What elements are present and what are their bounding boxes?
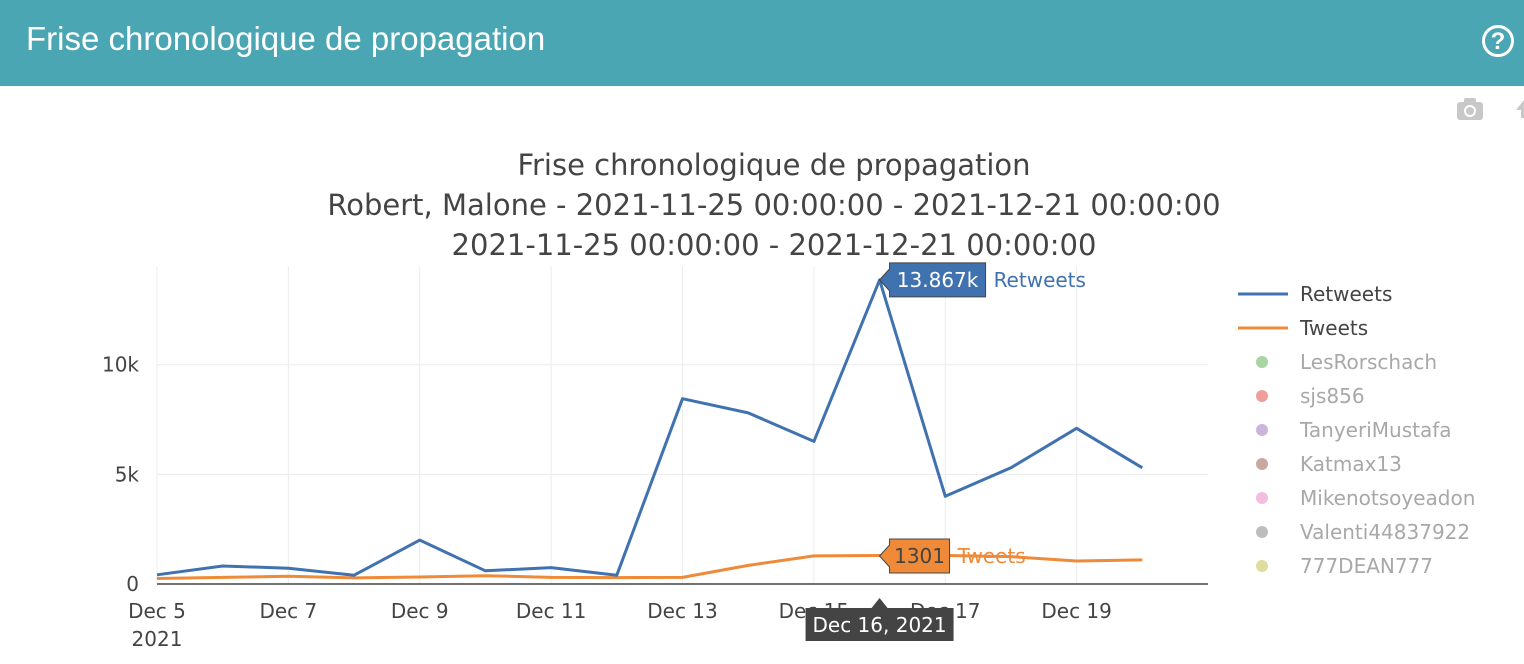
chart-legend[interactable]: Retweets Tweets LesRorschach sjs856 TanyeriM… <box>1238 282 1475 578</box>
camera-icon[interactable] <box>1456 97 1484 121</box>
x-tick-year: 2021 <box>132 627 183 651</box>
legend-label: Katmax13 <box>1300 452 1402 476</box>
chart-grid <box>156 266 1208 585</box>
series-line-retweets <box>156 278 1144 577</box>
legend-dot-swatch <box>1256 424 1268 436</box>
legend-label: Retweets <box>1300 282 1392 306</box>
legend-dot-swatch <box>1256 458 1268 470</box>
hover-tooltip: 13.867k Retweets 1301 Tweets Dec 16, 2021 <box>805 262 1086 641</box>
legend-label: Tweets <box>1299 316 1368 340</box>
legend-label: LesRorschach <box>1300 350 1437 374</box>
hover-series-name: Tweets <box>957 544 1026 568</box>
legend-label: TanyeriMustafa <box>1299 418 1452 442</box>
y-tick-label: 5k <box>115 462 140 486</box>
x-tick-label: Dec 5 <box>128 599 186 623</box>
x-tick-label: Dec 13 <box>647 599 718 623</box>
y-tick-label: 10k <box>102 353 139 377</box>
chart-series <box>156 278 1144 580</box>
hover-x-label: Dec 16, 2021 <box>813 613 947 637</box>
legend-label: Valenti44837922 <box>1300 520 1470 544</box>
toolbar-more-icon[interactable] <box>1512 98 1524 120</box>
y-tick-label: 0 <box>126 572 139 596</box>
chart-title-line: Robert, Malone - 2021-11-25 00:00:00 - 2… <box>327 188 1220 222</box>
legend-dot-swatch <box>1256 492 1268 504</box>
help-icon[interactable]: ? <box>1482 25 1514 57</box>
x-tick-label: Dec 11 <box>516 599 587 623</box>
legend-label: sjs856 <box>1300 384 1365 408</box>
chart-title-line: 2021-11-25 00:00:00 - 2021-12-21 00:00:0… <box>452 228 1097 262</box>
legend-dot-swatch <box>1256 390 1268 402</box>
legend-item[interactable]: TanyeriMustafa <box>1256 418 1452 442</box>
legend-label: Mikenotsoyeadon <box>1300 486 1475 510</box>
legend-item[interactable]: 777DEAN777 <box>1256 554 1433 578</box>
chart-title: Frise chronologique de propagation Robert… <box>327 148 1220 262</box>
legend-item[interactable]: LesRorschach <box>1256 350 1437 374</box>
legend-label: 777DEAN777 <box>1300 554 1433 578</box>
hover-value: 1301 <box>894 544 945 568</box>
hover-series-name: Retweets <box>994 268 1086 292</box>
chart-title-line: Frise chronologique de propagation <box>517 148 1030 182</box>
legend-item[interactable]: Valenti44837922 <box>1256 520 1470 544</box>
hover-label-box <box>878 538 951 574</box>
legend-dot-swatch <box>1256 526 1268 538</box>
y-axis: 0 5k 10k <box>102 353 139 596</box>
legend-item[interactable]: Retweets <box>1238 282 1392 306</box>
legend-item[interactable]: Katmax13 <box>1256 452 1402 476</box>
legend-dot-swatch <box>1256 560 1268 572</box>
hover-label-box <box>878 262 987 298</box>
hover-value: 13.867k <box>897 268 979 292</box>
legend-dot-swatch <box>1256 356 1268 368</box>
x-tick-label: Dec 7 <box>259 599 317 623</box>
hover-x-box <box>805 598 954 641</box>
x-tick-label: Dec 9 <box>391 599 449 623</box>
legend-item[interactable]: Tweets <box>1238 316 1368 340</box>
series-line-tweets <box>156 554 1143 580</box>
x-tick-label: Dec 19 <box>1041 599 1112 623</box>
app-header: Frise chronologique de propagation ? <box>0 0 1524 86</box>
header-title: Frise chronologique de propagation <box>26 20 546 57</box>
legend-item[interactable]: Mikenotsoyeadon <box>1256 486 1475 510</box>
legend-item[interactable]: sjs856 <box>1256 384 1365 408</box>
